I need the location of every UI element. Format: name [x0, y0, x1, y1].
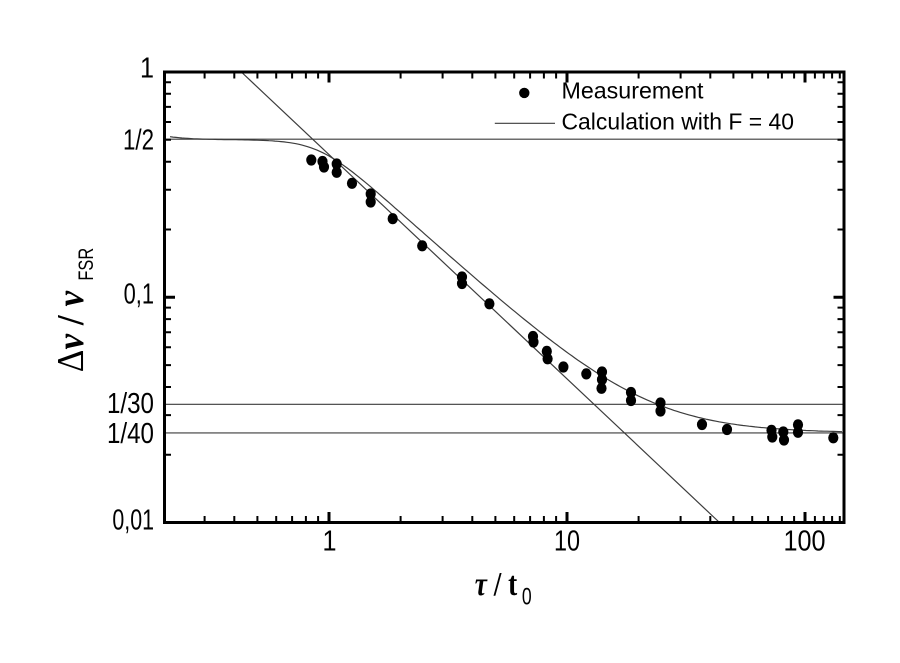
svg-text:0,1: 0,1	[124, 279, 154, 311]
svg-text:Calculation with F = 40: Calculation with F = 40	[562, 108, 795, 134]
svg-text:1/30: 1/30	[107, 388, 154, 420]
svg-text:Δν / ν: Δν / ν	[50, 290, 92, 372]
svg-text:100: 100	[784, 526, 826, 558]
svg-text:1: 1	[140, 53, 154, 85]
svg-text:1: 1	[323, 526, 337, 558]
svg-text:0: 0	[522, 584, 532, 611]
svg-text:Measurement: Measurement	[562, 78, 704, 104]
svg-text:1/40: 1/40	[107, 418, 154, 450]
svg-text:0,01: 0,01	[112, 504, 154, 536]
svg-text:1/2: 1/2	[123, 124, 154, 156]
svg-text:10: 10	[554, 526, 580, 558]
svg-text:τ / t: τ / t	[475, 566, 518, 603]
svg-text:FSR: FSR	[75, 248, 98, 281]
